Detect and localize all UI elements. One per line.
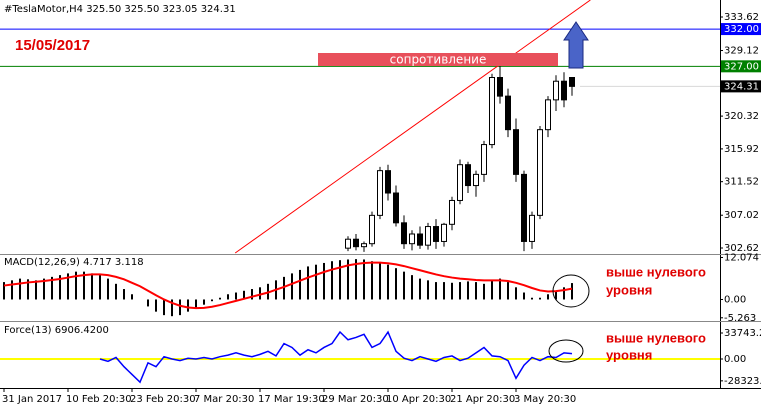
candle-body: [401, 222, 407, 245]
candle-body: [489, 77, 495, 146]
candle-body: [345, 238, 351, 249]
x-tick-label: 23 Feb 20:30: [130, 394, 196, 405]
annotation: уровня: [606, 282, 652, 297]
candle-body: [481, 144, 487, 175]
candle-body: [353, 238, 359, 248]
x-tick-label: 29 Mar 20:30: [322, 394, 389, 405]
candle-body: [537, 129, 543, 216]
last-price-box: [721, 80, 761, 93]
candle-body: [545, 99, 551, 131]
signal-line: [3, 261, 573, 310]
candle-body: [529, 214, 535, 242]
candle-body: [409, 233, 415, 245]
annotation: выше нулевого: [606, 264, 706, 279]
x-tick-label: 10 Apr 20:30: [386, 394, 451, 405]
chart-title: #TeslaMotor,H4 325.50 325.50 323.05 324.…: [4, 4, 236, 15]
candle-body: [441, 223, 447, 242]
candle-body: [497, 77, 503, 97]
annotation: уровня: [606, 347, 652, 362]
y-tick-label: 311.52: [724, 177, 759, 188]
level-box: [721, 23, 761, 36]
resistance-box: [318, 53, 558, 66]
y-tick-label: -28323.53: [724, 376, 761, 387]
resistance-label: сопротивление: [390, 53, 487, 67]
y-tick-label: 12.074: [724, 252, 759, 263]
highlight-ellipse: [548, 339, 584, 363]
y-tick-label: 315.92: [724, 144, 759, 155]
candle-body: [369, 214, 375, 245]
candle-body: [521, 173, 527, 242]
last-price-label: 324.31: [724, 81, 759, 92]
x-tick-label: 21 Apr 20:30: [450, 394, 515, 405]
x-tick-label: 7 Mar 20:30: [194, 394, 254, 405]
y-tick-label: 307.02: [724, 210, 759, 221]
candle-body: [417, 233, 423, 246]
force-line: [99, 330, 573, 384]
candle-body: [561, 80, 567, 101]
moving-average: [443, 149, 565, 250]
y-tick-label: 0.00: [724, 294, 746, 305]
candle-body: [433, 226, 439, 242]
level-label: 327.00: [724, 61, 759, 72]
candle-body: [465, 164, 471, 187]
panel-title: MACD(12,26,9) 4.717 3.118: [4, 257, 144, 268]
x-tick-label: 3 May 20:30: [514, 394, 576, 405]
x-tick-label: 10 Feb 20:30: [66, 394, 132, 405]
y-tick-label: 320.32: [724, 111, 759, 122]
panel-title: Force(13) 6906.4200: [4, 325, 109, 336]
y-tick-label: 329.12: [724, 46, 759, 57]
candle-body: [513, 129, 519, 175]
date-label: 15/05/2017: [15, 37, 90, 54]
x-tick-label: 17 Mar 19:30: [258, 394, 325, 405]
trendline: [234, 0, 591, 254]
annotation: выше нулевого: [606, 330, 706, 345]
candle-body: [385, 170, 391, 194]
candle-body: [569, 77, 575, 87]
x-tick-label: 31 Jan 2017: [2, 394, 62, 405]
level-label: 332.00: [724, 24, 759, 35]
up-arrow: [563, 21, 589, 69]
candle-body: [457, 164, 463, 201]
level-box: [721, 60, 761, 73]
y-tick-label: 302.62: [724, 243, 759, 254]
highlight-ellipse: [552, 274, 590, 308]
y-tick-label: 33743.23: [724, 328, 761, 339]
candle-body: [505, 95, 511, 131]
candle-body: [425, 226, 431, 246]
candle-body: [377, 170, 383, 216]
candle-body: [393, 192, 399, 224]
y-tick-label: 333.62: [724, 12, 759, 23]
candle-body: [361, 243, 367, 248]
candle-body: [449, 199, 455, 225]
candle-body: [553, 80, 559, 101]
y-tick-label: 0.00: [724, 354, 746, 365]
candle-body: [473, 173, 479, 187]
y-tick-label: -5.263: [724, 313, 756, 324]
